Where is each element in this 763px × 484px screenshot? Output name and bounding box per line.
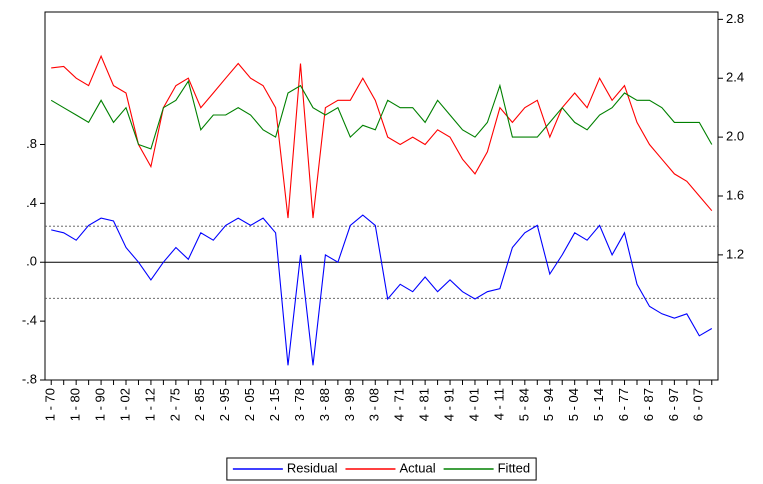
legend-box	[226, 457, 537, 481]
x-tick-label: 1 - 80	[68, 388, 83, 421]
x-tick-label: 3 - 98	[342, 388, 357, 421]
x-tick-label: 6 - 77	[616, 388, 631, 421]
x-tick-label: 6 - 07	[691, 388, 706, 421]
plot-frame	[44, 11, 719, 381]
x-tick-label: 5 - 84	[516, 388, 531, 421]
x-tick-label: 3 - 08	[367, 388, 382, 421]
x-tick-label: 4 - 91	[441, 388, 456, 421]
series-line	[50, 79, 713, 150]
y-tick-label: .0	[26, 254, 37, 269]
x-tick-label: 4 - 11	[491, 388, 506, 420]
x-tick-label: 5 - 94	[541, 388, 556, 421]
x-tick-label: 1 - 12	[142, 388, 157, 421]
y-tick-label: -.8	[22, 371, 37, 386]
series-line	[51, 214, 713, 366]
x-tick-label: 2 - 15	[267, 388, 282, 421]
x-tick-label: 3 - 88	[317, 388, 332, 421]
legend-label: Actual	[399, 460, 435, 475]
legend-label: Fitted	[498, 460, 531, 475]
y2-tick-label: 2.0	[726, 129, 744, 144]
y2-tick-label: 2.8	[726, 11, 744, 26]
y2-tick-label: 1.6	[726, 187, 744, 202]
x-tick-label: 6 - 97	[666, 388, 681, 421]
x-tick-label: 2 - 85	[192, 388, 207, 421]
x-tick-label: 4 - 01	[466, 388, 481, 421]
y-tick-label: -.4	[22, 313, 37, 328]
x-tick-label: 2 - 95	[217, 388, 232, 421]
y-tick-label: .4	[26, 195, 37, 210]
x-tick-label: 3 - 78	[292, 388, 307, 421]
x-tick-label: 2 - 75	[167, 388, 182, 421]
x-tick-label: 1 - 90	[93, 388, 108, 421]
x-tick-label: 1 - 70	[43, 388, 58, 421]
x-tick-label: 4 - 71	[392, 388, 407, 421]
x-tick-label: 5 - 04	[566, 388, 581, 421]
x-tick-label: 6 - 87	[641, 388, 656, 421]
x-tick-label: 2 - 05	[242, 388, 257, 421]
y2-tick-label: 1.2	[726, 246, 744, 261]
series-line	[51, 54, 713, 219]
legend-label: Residual	[287, 460, 338, 475]
x-tick-label: 1 - 02	[117, 388, 132, 421]
legend: Residual Actual Fitted	[226, 457, 537, 481]
y-tick-label: .8	[26, 136, 37, 151]
y2-tick-label: 2.4	[726, 70, 744, 85]
x-tick-label: 4 - 81	[417, 388, 432, 421]
x-tick-label: 5 - 14	[591, 388, 606, 421]
